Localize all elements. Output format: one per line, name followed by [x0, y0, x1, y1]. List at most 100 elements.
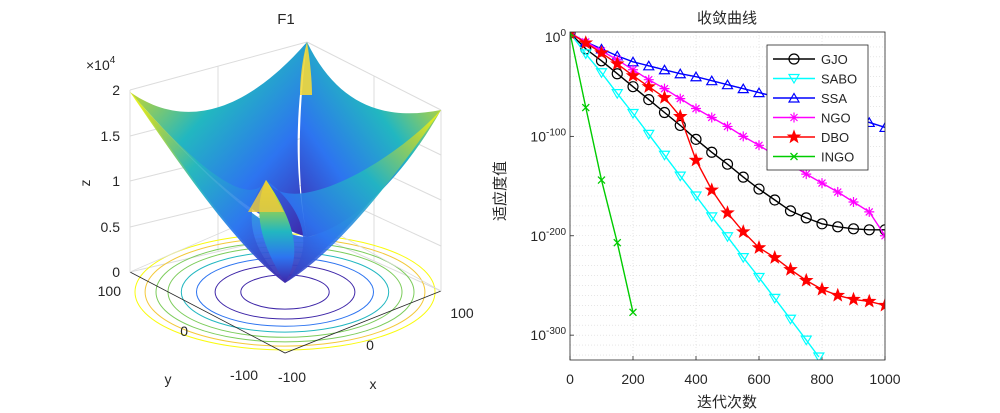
z-tick-1: 0.5: [101, 219, 121, 235]
series-ingo-marker: [570, 32, 574, 37]
series-sabo-marker: [812, 352, 825, 360]
series-dbo: [570, 32, 885, 312]
series-dbo-marker: [767, 249, 783, 264]
series-gjo-marker: [721, 158, 734, 170]
series-dbo-marker: [594, 45, 609, 60]
series-dbo-marker: [578, 35, 594, 50]
legend-item-ssa: SSA: [773, 91, 847, 106]
legend-label: INGO: [821, 150, 854, 165]
series-ngo-marker: [801, 169, 812, 180]
convergence-x-label: 迭代次数: [697, 393, 757, 411]
legend-item-ingo: INGO: [773, 150, 854, 165]
series-ingo-marker: [613, 238, 622, 247]
x-tick-label-0: 0: [566, 371, 574, 387]
legend-item-ngo: NGO: [773, 111, 851, 126]
x-tick-label-1: 200: [621, 371, 645, 387]
legend-gjo-marker: [788, 53, 800, 65]
series-sabo-marker: [721, 232, 734, 243]
series-sabo-marker: [784, 314, 797, 325]
surface-plot-panel: F1: [77, 11, 474, 392]
series-dbo-marker: [641, 79, 657, 93]
legend-label: NGO: [821, 111, 851, 126]
series-gjo-marker: [611, 68, 623, 80]
y-tick-label-0: 100: [545, 28, 567, 45]
series-gjo-marker: [769, 194, 781, 206]
series-ssa-marker: [737, 82, 750, 94]
series-sabo-marker: [674, 171, 687, 182]
series-ingo-marker: [581, 103, 590, 112]
z-exponent: ×104: [86, 55, 116, 73]
legend: GJO SABO SSA NGO DBO INGO: [766, 44, 869, 171]
series-gjo-marker: [816, 218, 828, 230]
series-ngo-marker: [864, 206, 875, 217]
y-tick-2: 100: [98, 283, 122, 299]
series-dbo-marker: [625, 68, 641, 82]
series-ngo-marker: [817, 178, 827, 189]
z-tick-0: 0: [112, 264, 120, 280]
series-ssa-marker: [878, 121, 885, 133]
series-gjo-marker: [832, 221, 844, 233]
series-dbo-marker: [672, 108, 688, 123]
series-sabo-marker: [611, 89, 624, 100]
series-ngo-marker: [691, 103, 701, 114]
series-ssa-marker: [752, 86, 766, 98]
series-gjo-marker: [879, 224, 885, 236]
series-ngo-marker: [848, 196, 859, 207]
series-ngo-marker: [832, 187, 843, 198]
series-ngo-marker: [675, 93, 686, 104]
surface-z-axis: 0 0.5 1 1.5 2: [101, 82, 121, 280]
legend-item-gjo: GJO: [773, 52, 848, 67]
surface-y-axis: 100 0 -100: [98, 283, 259, 383]
series-gjo-marker: [863, 224, 875, 236]
series-sabo-marker: [642, 129, 655, 141]
legend-dbo-marker: [786, 129, 802, 144]
z-axis-label: z: [77, 180, 93, 187]
series-gjo-marker: [658, 106, 671, 119]
series-ingo-marker: [597, 176, 606, 185]
z-tick-3: 1.5: [101, 128, 121, 144]
series-ssa-marker: [674, 68, 687, 79]
series-gjo: [570, 32, 885, 236]
series-dbo-marker: [751, 240, 767, 254]
y-tick-0: -100: [230, 367, 258, 383]
series-ngo-marker: [706, 112, 717, 123]
series-ssa-marker: [689, 71, 703, 82]
series-sabo-marker: [752, 272, 766, 284]
series-dbo-marker: [830, 287, 846, 302]
legend-ingo-marker: [790, 152, 798, 161]
surface-title: F1: [277, 11, 295, 28]
series-sabo-marker: [595, 68, 608, 79]
series-dbo-marker: [846, 291, 861, 306]
legend-item-sabo: SABO: [773, 72, 857, 87]
series-sabo-marker: [705, 212, 718, 223]
series-dbo-marker: [720, 205, 735, 220]
series-dbo-marker: [609, 56, 625, 70]
legend-item-dbo: DBO: [773, 129, 849, 145]
y-tick-1: 0: [180, 323, 188, 339]
series-sabo-marker: [658, 150, 671, 161]
axes-frame: [569, 31, 886, 361]
series-gjo-marker: [737, 171, 749, 183]
x-tick-labels: 0 200 400 600 800 1000: [566, 371, 901, 387]
series-ngo-marker: [659, 83, 670, 94]
floor-front-edges: [129, 271, 442, 354]
legend-label: DBO: [821, 130, 849, 145]
series-sabo-marker: [737, 253, 750, 264]
surface-x-axis: -100 0 100: [278, 305, 474, 385]
y-tick-label-1: 10-100: [530, 127, 566, 144]
legend-label: SABO: [821, 72, 857, 87]
y-tick-label-2: 10-200: [530, 227, 566, 244]
legend-sabo-marker: [787, 73, 801, 85]
series-gjo-marker: [643, 93, 655, 106]
series-dbo-marker: [861, 293, 877, 308]
y-tick-labels: 100 10-100 10-200 10-300: [530, 28, 574, 343]
series-ssa-marker: [642, 60, 655, 71]
y-axis-label: y: [165, 371, 172, 387]
series-ingo: [570, 32, 637, 317]
series-dbo-marker: [814, 281, 830, 296]
legend-ngo-marker: [789, 112, 799, 123]
series-gjo-marker: [706, 146, 718, 158]
series-group: [570, 32, 885, 360]
surface-mesh: [130, 42, 441, 283]
series-ingo-marker: [629, 308, 637, 317]
